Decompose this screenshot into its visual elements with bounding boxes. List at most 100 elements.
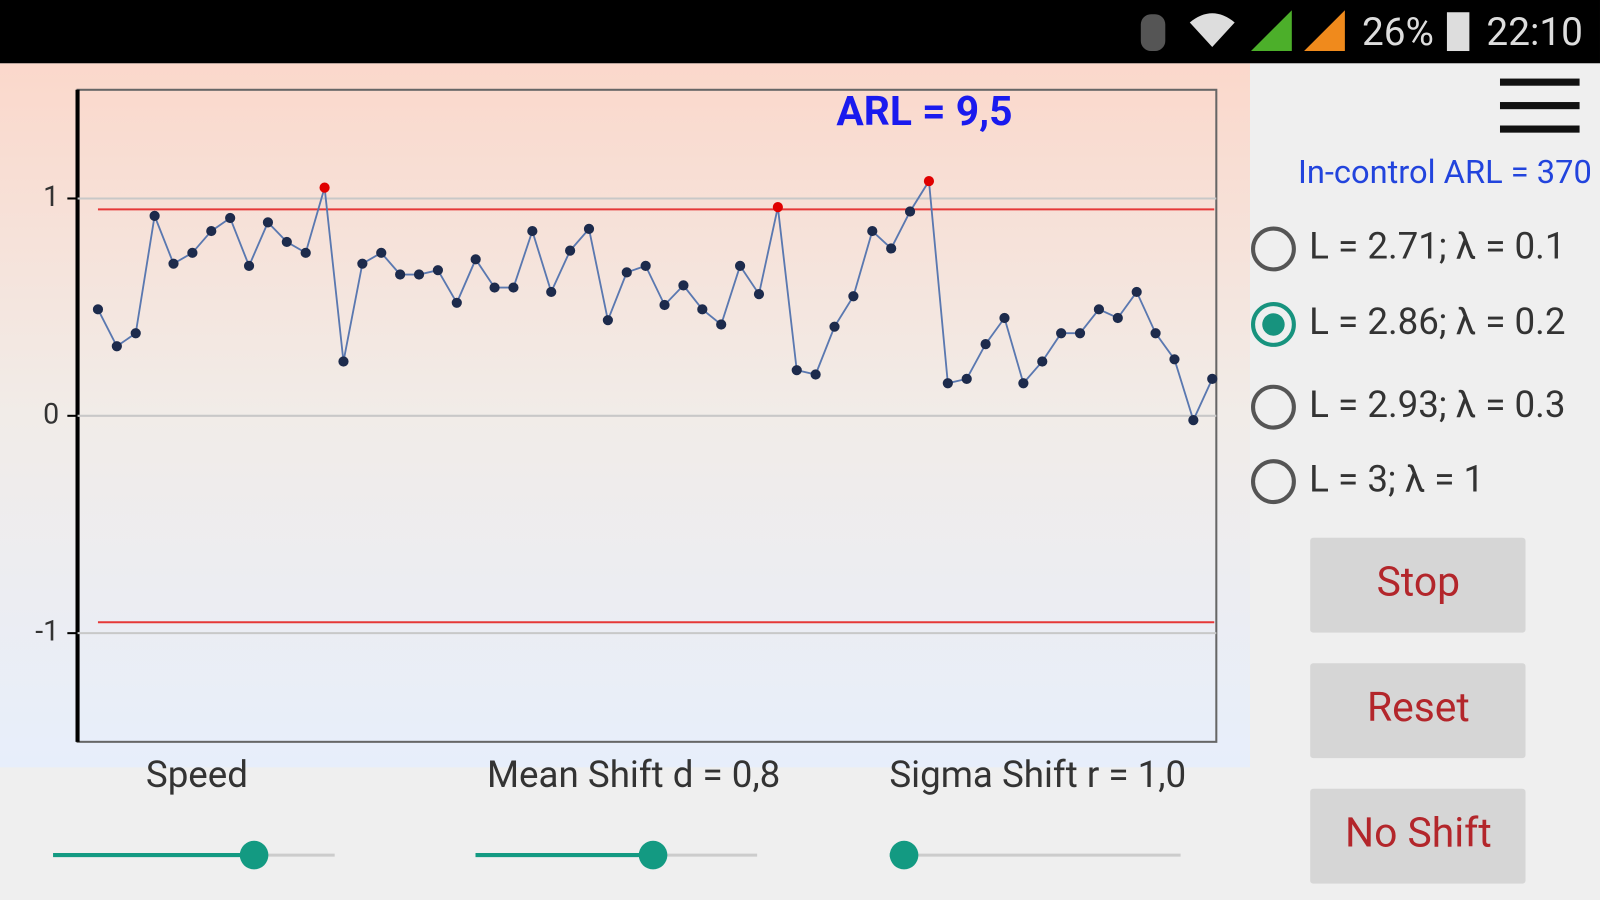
data-point bbox=[111, 341, 122, 352]
data-point bbox=[527, 225, 538, 237]
radio-button[interactable] bbox=[1251, 302, 1296, 347]
data-point bbox=[772, 202, 783, 213]
button-label[interactable]: Stop bbox=[1377, 557, 1460, 605]
slider-label: Sigma Shift r = 1,0 bbox=[889, 753, 1186, 796]
y-tick-label: 0 bbox=[43, 396, 59, 430]
data-point bbox=[281, 236, 292, 248]
battery-icon bbox=[1446, 12, 1470, 52]
data-point bbox=[886, 243, 897, 254]
y-tick-label: -1 bbox=[35, 614, 59, 648]
menu-bar[interactable] bbox=[1499, 78, 1580, 86]
button-label[interactable]: No Shift bbox=[1345, 808, 1492, 856]
data-point bbox=[243, 260, 255, 271]
data-point bbox=[791, 365, 802, 376]
button-bg[interactable] bbox=[1310, 663, 1526, 759]
slider-group: Speed Mean Shift d = 0,8 Sigma Shift r = 1… bbox=[53, 753, 1186, 870]
slider[interactable] bbox=[889, 840, 1181, 870]
data-point bbox=[1037, 356, 1048, 367]
arl-annotation: ARL = 9,5 bbox=[836, 87, 1012, 135]
radio-button[interactable] bbox=[1251, 459, 1296, 505]
menu-bar[interactable] bbox=[1499, 125, 1580, 133]
radio-label[interactable]: L = 3; λ = 1 bbox=[1309, 457, 1484, 500]
slider-label: Mean Shift d = 0,8 bbox=[487, 753, 780, 796]
data-point bbox=[187, 247, 198, 258]
data-point bbox=[867, 225, 878, 237]
data-point bbox=[1112, 312, 1123, 324]
data-point bbox=[659, 299, 670, 311]
data-point bbox=[583, 223, 595, 234]
data-point bbox=[961, 373, 972, 384]
data-point bbox=[319, 182, 330, 193]
slider-thumb[interactable] bbox=[889, 840, 919, 870]
data-point bbox=[621, 267, 632, 278]
data-point bbox=[546, 286, 557, 298]
button-group: Stop Reset No Shift bbox=[1310, 537, 1526, 884]
menu-bar[interactable] bbox=[1499, 102, 1580, 110]
data-point bbox=[640, 260, 651, 271]
slider[interactable] bbox=[53, 840, 335, 870]
radio-label[interactable]: L = 2.93; λ = 0.3 bbox=[1309, 383, 1565, 426]
data-point bbox=[942, 378, 953, 389]
data-point bbox=[999, 312, 1010, 324]
data-point bbox=[829, 321, 840, 332]
data-point bbox=[678, 280, 689, 291]
data-point bbox=[489, 282, 500, 293]
wifi-icon bbox=[1189, 13, 1235, 47]
radio-button[interactable] bbox=[1251, 384, 1296, 430]
data-point bbox=[1056, 328, 1067, 339]
button[interactable]: No Shift bbox=[1310, 788, 1526, 884]
data-point bbox=[130, 328, 141, 339]
data-point bbox=[1074, 328, 1086, 339]
slider[interactable] bbox=[475, 840, 758, 870]
radio-label[interactable]: L = 2.71; λ = 0.1 bbox=[1309, 225, 1565, 268]
data-point bbox=[225, 212, 236, 224]
data-point bbox=[413, 269, 425, 280]
radio-option[interactable]: L = 2.86; λ = 0.2 bbox=[1251, 300, 1565, 347]
button-label[interactable]: Reset bbox=[1367, 683, 1470, 731]
data-point bbox=[395, 269, 406, 280]
status-bar bbox=[0, 0, 1600, 64]
button[interactable]: Stop bbox=[1310, 537, 1526, 633]
signal-icon bbox=[1251, 10, 1292, 52]
radio-option[interactable]: L = 2.93; λ = 0.3 bbox=[1251, 383, 1565, 430]
data-point bbox=[1169, 354, 1180, 365]
button-bg[interactable] bbox=[1310, 788, 1526, 884]
radio-label[interactable]: L = 2.86; λ = 0.2 bbox=[1309, 300, 1565, 343]
data-point bbox=[470, 254, 481, 265]
data-point bbox=[168, 258, 179, 269]
radio-button[interactable] bbox=[1251, 226, 1296, 272]
slider-label: Speed bbox=[146, 753, 248, 796]
data-point bbox=[206, 225, 217, 237]
data-point bbox=[810, 369, 821, 380]
bluetooth-icon bbox=[1140, 14, 1166, 52]
data-point bbox=[848, 291, 859, 302]
data-point bbox=[357, 258, 368, 269]
radio-option[interactable]: L = 3; λ = 1 bbox=[1251, 457, 1484, 505]
menu-button[interactable] bbox=[1499, 78, 1580, 133]
button[interactable]: Reset bbox=[1310, 663, 1526, 759]
data-point bbox=[565, 245, 576, 256]
data-point bbox=[753, 288, 765, 300]
data-point bbox=[1131, 286, 1142, 298]
button-bg[interactable] bbox=[1310, 537, 1526, 633]
radio-group: L = 2.71; λ = 0.1 L = 2.86; λ = 0.2 L = 2.… bbox=[1251, 225, 1565, 505]
data-point bbox=[1018, 378, 1029, 389]
data-point bbox=[1150, 328, 1161, 339]
data-point bbox=[92, 304, 104, 315]
data-point bbox=[1188, 415, 1199, 426]
data-point bbox=[262, 217, 274, 228]
data-point bbox=[376, 247, 387, 258]
radio-option[interactable]: L = 2.71; λ = 0.1 bbox=[1251, 225, 1565, 272]
data-point bbox=[149, 210, 160, 221]
battery-text: 26% bbox=[1362, 10, 1434, 55]
clock: 22:10 bbox=[1486, 10, 1583, 55]
radio-dot[interactable] bbox=[1262, 313, 1285, 336]
slider-thumb[interactable] bbox=[239, 840, 269, 870]
data-point bbox=[904, 206, 916, 217]
data-point bbox=[1207, 373, 1218, 384]
data-point bbox=[716, 319, 727, 330]
in-control-arl: In-control ARL = 370 bbox=[1298, 153, 1592, 191]
data-point bbox=[432, 265, 444, 276]
slider-thumb[interactable] bbox=[638, 840, 668, 870]
